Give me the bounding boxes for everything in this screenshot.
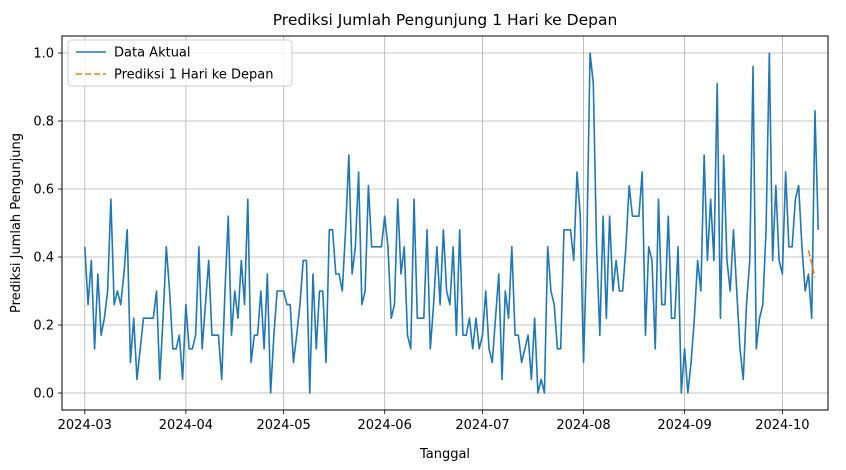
y-axis-label: Prediksi Jumlah Pengunjung [9,133,24,313]
y-tick-label: 1.0 [33,47,54,62]
grid-lines [62,36,828,410]
x-tick-label: 2024-05 [256,418,310,433]
axis-ticks: 2024-03 2024-04 2024-05 2024-06 2024-07 2024-… [33,47,809,434]
y-tick-label: 0.2 [33,319,54,334]
y-tick-label: 0.8 [33,115,54,130]
x-tick-label: 2024-04 [159,418,213,433]
legend-label-aktual: Data Aktual [114,46,191,61]
series-line-prediksi [807,250,816,278]
x-tick-label: 2024-06 [358,418,412,433]
x-tick-label: 2024-08 [556,418,610,433]
x-tick-label: 2024-03 [58,418,112,433]
y-tick-label: 0.6 [33,183,54,198]
x-tick-label: 2024-09 [657,418,711,433]
chart-title: Prediksi Jumlah Pengunjung 1 Hari ke Dep… [273,11,618,29]
legend: Data Aktual Prediksi 1 Hari ke Depan [67,39,293,87]
x-axis-label: Tanggal [419,447,470,462]
legend-label-prediksi: Prediksi 1 Hari ke Depan [114,68,273,83]
y-tick-label: 0.0 [33,387,54,402]
x-tick-label: 2024-10 [755,418,809,433]
plot-frame [61,35,829,411]
x-tick-label: 2024-07 [455,418,509,433]
y-tick-label: 0.4 [33,251,54,266]
legend-box [67,39,293,87]
series-layer [84,52,820,394]
series-line-aktual [84,52,820,394]
